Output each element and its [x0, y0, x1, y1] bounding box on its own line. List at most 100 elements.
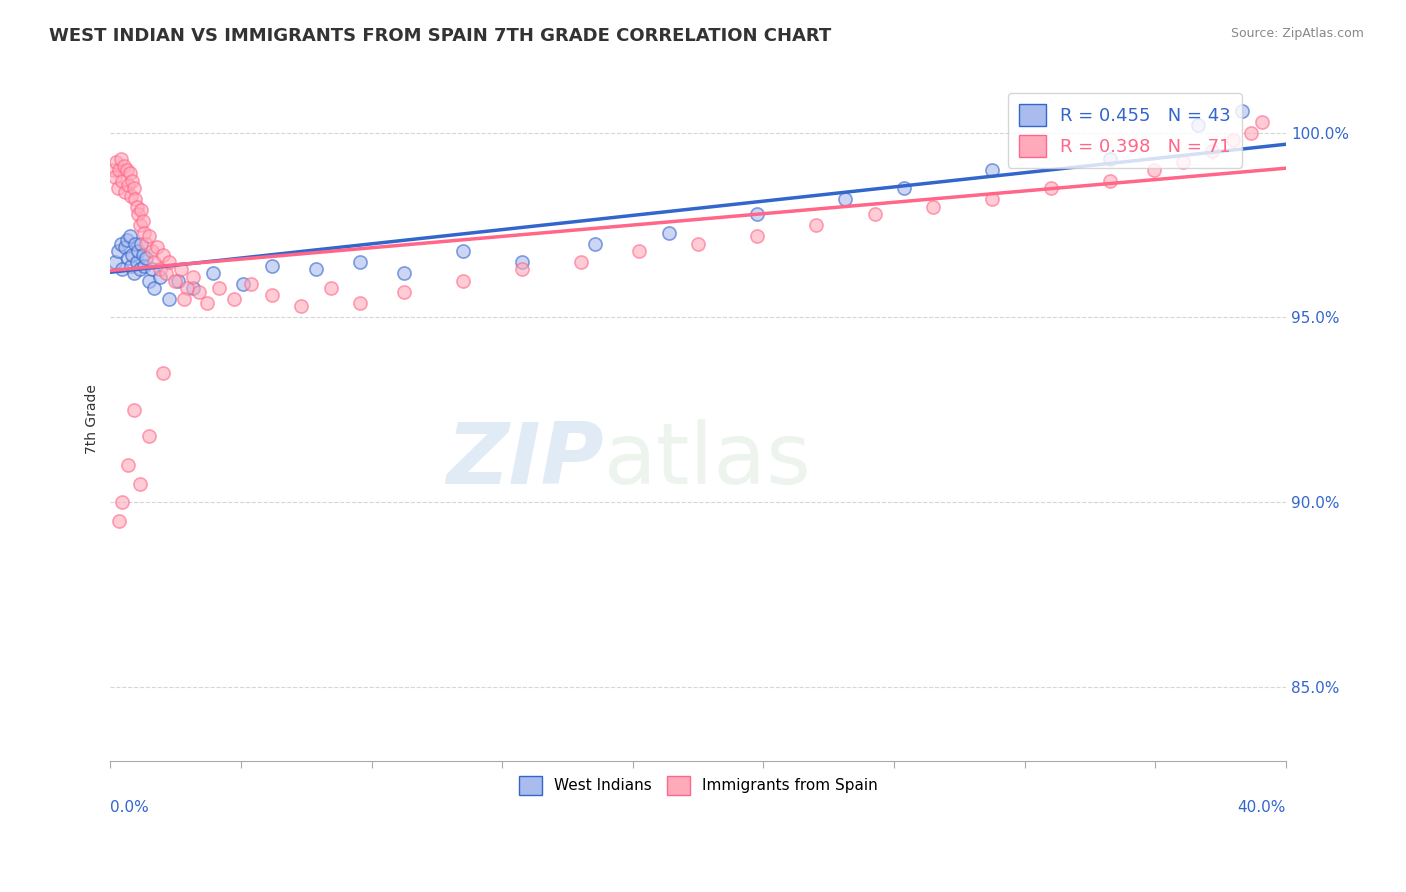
Point [1143, 162, 1166, 177]
Point [128, 476, 150, 491]
Point [120, 188, 142, 202]
Point [138, 274, 160, 288]
Point [202, 266, 225, 280]
Point [745, 207, 768, 221]
Point [157, 255, 180, 269]
Point [157, 292, 180, 306]
Y-axis label: 7th Grade: 7th Grade [86, 384, 100, 454]
Text: Source: ZipAtlas.com: Source: ZipAtlas.com [1230, 27, 1364, 40]
Point [104, 170, 127, 185]
Point [118, 166, 141, 180]
Point [134, 259, 156, 273]
Point [138, 229, 160, 244]
Text: 0.0%: 0.0% [111, 799, 149, 814]
Point [451, 244, 474, 258]
Point [134, 226, 156, 240]
Point [181, 269, 204, 284]
Point [569, 255, 592, 269]
Point [149, 269, 172, 284]
Point [981, 162, 1004, 177]
Point [1230, 103, 1253, 118]
Text: WEST INDIAN VS IMMIGRANTS FROM SPAIN 7TH GRADE CORRELATION CHART: WEST INDIAN VS IMMIGRANTS FROM SPAIN 7TH… [49, 27, 831, 45]
Point [152, 248, 174, 262]
Point [349, 255, 371, 269]
Point [132, 214, 155, 228]
Point [124, 236, 146, 251]
Point [863, 207, 886, 221]
Point [146, 240, 169, 254]
Point [658, 226, 681, 240]
Point [260, 259, 283, 273]
Point [155, 266, 177, 280]
Point [319, 281, 342, 295]
Point [922, 200, 945, 214]
Point [111, 495, 134, 509]
Point [121, 248, 143, 262]
Point [103, 162, 125, 177]
Point [222, 292, 245, 306]
Point [111, 174, 134, 188]
Point [1039, 181, 1062, 195]
Point [117, 178, 139, 192]
Point [107, 244, 129, 258]
Point [197, 295, 219, 310]
Point [128, 262, 150, 277]
Point [141, 244, 163, 258]
Point [111, 262, 134, 277]
Point [143, 281, 166, 295]
Point [129, 236, 152, 251]
Point [117, 252, 139, 266]
Point [981, 192, 1004, 206]
Point [121, 174, 143, 188]
Text: 40.0%: 40.0% [1237, 799, 1286, 814]
Text: atlas: atlas [605, 418, 813, 501]
Point [107, 181, 129, 195]
Point [110, 236, 132, 251]
Point [510, 255, 533, 269]
Point [290, 300, 312, 314]
Point [125, 255, 148, 269]
Point [105, 155, 128, 169]
Point [260, 288, 283, 302]
Point [108, 162, 131, 177]
Point [1098, 174, 1121, 188]
Point [117, 458, 139, 473]
Point [187, 285, 209, 299]
Point [114, 240, 136, 254]
Point [135, 236, 157, 251]
Text: ZIP: ZIP [447, 418, 605, 501]
Point [127, 244, 149, 258]
Point [1098, 152, 1121, 166]
Legend: West Indians, Immigrants from Spain: West Indians, Immigrants from Spain [513, 770, 884, 801]
Point [804, 218, 827, 232]
Point [135, 252, 157, 266]
Point [170, 262, 193, 277]
Point [173, 292, 195, 306]
Point [181, 281, 204, 295]
Point [1201, 145, 1223, 159]
Point [132, 248, 155, 262]
Point [349, 295, 371, 310]
Point [1171, 155, 1194, 169]
Point [122, 181, 145, 195]
Point [129, 203, 152, 218]
Point [149, 262, 172, 277]
Point [118, 229, 141, 244]
Point [1240, 126, 1263, 140]
Point [115, 162, 138, 177]
Point [583, 236, 606, 251]
Point [893, 181, 915, 195]
Point [510, 262, 533, 277]
Point [110, 152, 132, 166]
Point [125, 200, 148, 214]
Point [834, 192, 856, 206]
Point [165, 274, 187, 288]
Point [240, 277, 263, 292]
Point [124, 192, 146, 206]
Point [176, 281, 198, 295]
Point [152, 366, 174, 380]
Point [104, 255, 127, 269]
Point [1222, 133, 1244, 147]
Point [122, 266, 145, 280]
Point [688, 236, 710, 251]
